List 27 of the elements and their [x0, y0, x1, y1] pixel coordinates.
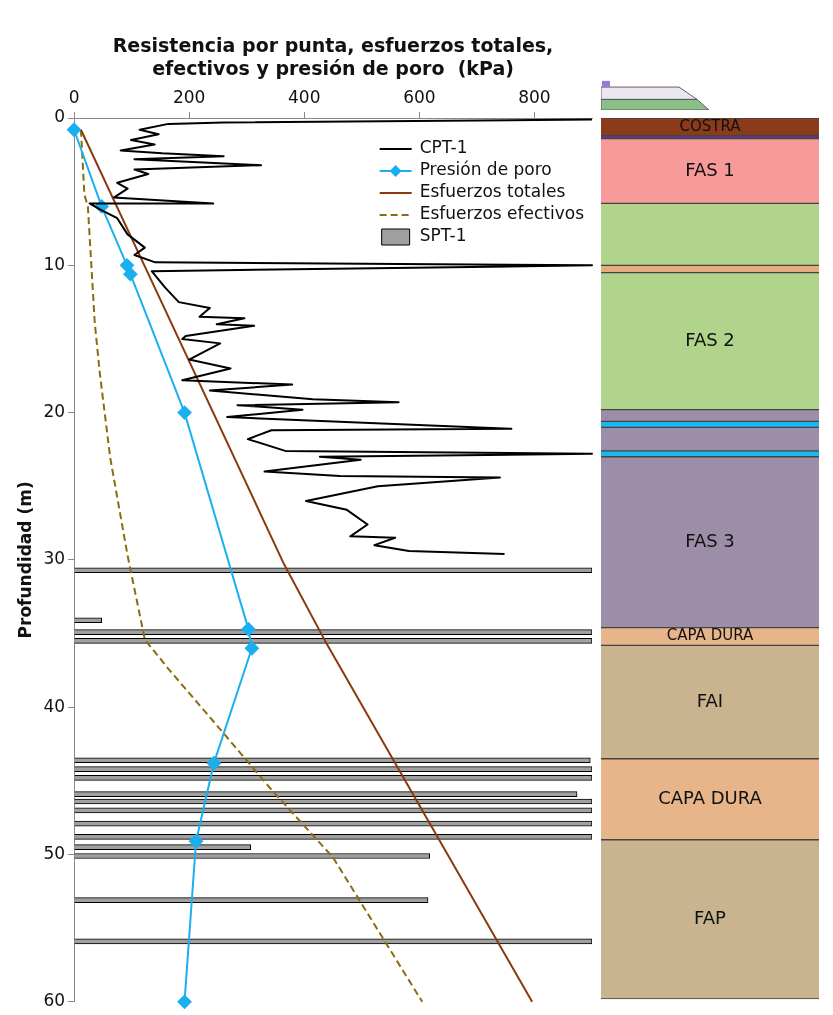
series-label: CAPA DURA	[666, 626, 754, 645]
series-label: FAS 3	[685, 529, 735, 551]
x-tick-label: 600	[403, 87, 436, 108]
x-tick-label: 400	[288, 87, 321, 108]
legend-label: Presión de poro	[419, 159, 552, 180]
legend-label: CPT-1	[419, 137, 468, 158]
y-tick-label: 10	[43, 253, 66, 274]
y-axis-title: Profundidad (m)	[14, 481, 35, 639]
x-tick-label: 800	[518, 87, 551, 108]
x-tick-label: 0	[68, 87, 80, 108]
y-tick-label: 20	[43, 401, 66, 422]
x-axis-title: Resistencia por punta, esfuerzos totales, efectivos y presión de poro (kPa)	[112, 34, 554, 80]
series-label: FAI	[696, 689, 724, 711]
series-label: FAS 2	[685, 328, 735, 350]
x-tick-label: 200	[172, 87, 206, 108]
legend-label: Esfuerzos totales	[419, 181, 566, 202]
y-tick-label: 0	[54, 106, 66, 127]
y-tick-label: 60	[43, 990, 66, 1011]
series-label: FAS 1	[685, 158, 735, 180]
y-tick-label: 40	[43, 695, 66, 716]
legend-label: Esfuerzos efectivos	[419, 203, 585, 224]
series-label: CAPA DURA	[658, 786, 763, 808]
y-tick-label: 50	[43, 842, 66, 863]
series-label: COSTRA	[679, 116, 742, 135]
y-tick-label: 30	[43, 548, 66, 569]
legend-label: SPT-1	[419, 225, 467, 246]
series-label: FAP	[694, 906, 727, 928]
